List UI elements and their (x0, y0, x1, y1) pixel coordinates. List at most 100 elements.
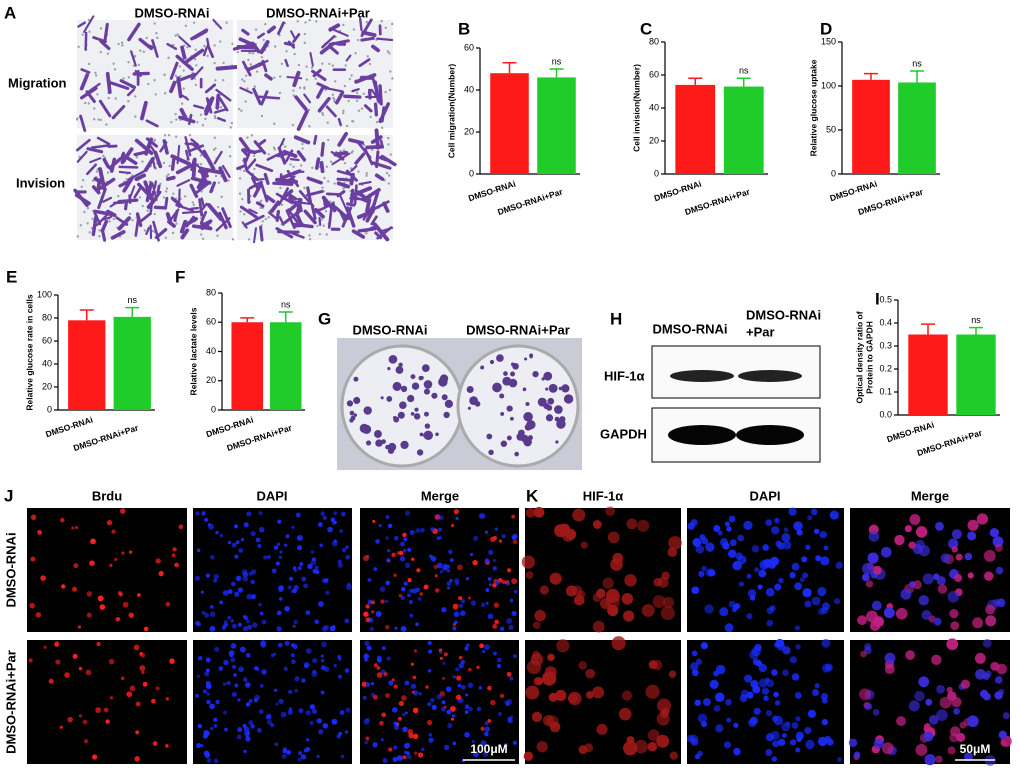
pore (216, 205, 220, 209)
cell (380, 599, 385, 604)
cell (312, 568, 318, 574)
pore (322, 224, 325, 227)
cell (482, 751, 489, 757)
cell (407, 593, 411, 598)
cell (346, 584, 352, 591)
cell (97, 187, 107, 210)
cell (385, 580, 391, 586)
cell (896, 716, 906, 727)
cell (735, 552, 743, 560)
pore (247, 58, 250, 62)
cell (77, 21, 86, 28)
colony (514, 451, 519, 457)
bar (675, 84, 716, 174)
cell (956, 732, 966, 743)
cell (98, 99, 112, 118)
cell (829, 510, 839, 520)
cell (697, 713, 708, 724)
pore (201, 237, 205, 240)
cell (498, 539, 503, 543)
cell (959, 721, 967, 729)
pore (147, 82, 150, 86)
cell (319, 543, 324, 548)
y-tick-label: 0.4 (879, 317, 892, 327)
cell (456, 675, 462, 681)
cell (278, 698, 284, 705)
cell (293, 584, 299, 591)
pore (213, 114, 217, 118)
pore (284, 145, 287, 148)
cell (135, 730, 140, 735)
colony (353, 413, 358, 417)
cell (387, 523, 393, 529)
cell (465, 693, 469, 697)
cell (982, 692, 991, 701)
cell (484, 530, 489, 534)
cell (998, 688, 1005, 695)
cell (765, 587, 775, 597)
pore (142, 50, 146, 54)
cell (413, 690, 419, 696)
cell (320, 654, 324, 658)
cell (263, 555, 268, 560)
cell (221, 625, 227, 630)
pore (342, 23, 345, 27)
cell (488, 549, 494, 555)
cell (440, 706, 446, 712)
cell (237, 726, 243, 733)
cell (1002, 712, 1010, 720)
cell (318, 522, 323, 527)
colony (489, 359, 495, 365)
cell (298, 751, 303, 756)
cell (336, 734, 341, 739)
cell (460, 659, 466, 665)
cell (369, 626, 374, 631)
cell (230, 657, 236, 663)
colony (543, 403, 550, 410)
cell (388, 747, 393, 752)
colony (526, 420, 536, 430)
cell (109, 200, 119, 208)
pore (77, 45, 80, 49)
cell (172, 547, 177, 552)
pore (236, 50, 240, 54)
scale-label: 50μM (960, 742, 991, 756)
cell (213, 574, 219, 580)
cell (647, 741, 658, 752)
cell (321, 626, 328, 632)
pore (243, 80, 246, 83)
cell (754, 643, 762, 652)
cell (407, 547, 412, 552)
cell (802, 588, 812, 598)
cell (205, 97, 213, 114)
cell (301, 678, 306, 683)
cell (218, 166, 228, 183)
pore (134, 95, 137, 98)
pore (192, 21, 196, 25)
cell (453, 509, 460, 515)
cell (176, 72, 197, 83)
cell (404, 711, 408, 715)
cell (242, 626, 248, 632)
pore (201, 124, 205, 127)
cell (102, 215, 113, 221)
cell (691, 586, 700, 595)
cell (773, 715, 784, 726)
cell (623, 741, 638, 756)
cell (497, 711, 503, 717)
cell (936, 709, 948, 721)
cell (531, 650, 541, 659)
bar (231, 322, 264, 410)
cell (385, 515, 390, 520)
cell (92, 754, 98, 760)
cell (371, 44, 381, 53)
pore (255, 70, 259, 73)
cell (972, 617, 984, 629)
pore (323, 176, 326, 180)
cell (668, 670, 677, 678)
x-tick-label: DMSO-RNAi (886, 420, 936, 445)
cell (100, 219, 109, 233)
cell (773, 691, 779, 698)
pore (292, 165, 295, 169)
cell (325, 105, 337, 118)
